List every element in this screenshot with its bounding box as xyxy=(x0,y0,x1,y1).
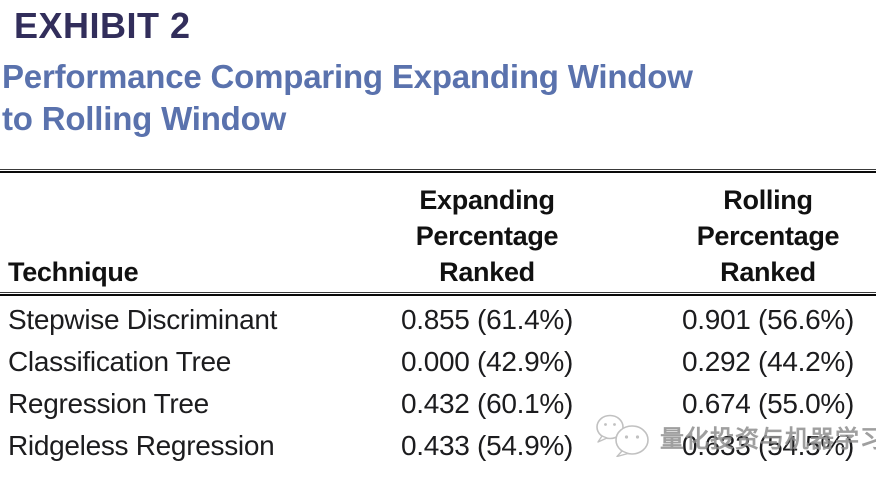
table-header-rule xyxy=(0,292,876,296)
exhibit-title-line-2: to Rolling Window xyxy=(2,100,287,137)
cell-rolling-value: 0.633 (54.5%) xyxy=(682,430,854,461)
cell-expanding-value: 0.433 (54.9%) xyxy=(401,430,573,461)
table-row: Classification Tree 0.000 (42.9%) 0.292 … xyxy=(8,341,876,383)
exhibit-title: Performance Comparing Expanding Window t… xyxy=(2,56,693,140)
table-row: Regression Tree 0.432 (60.1%) 0.674 (55.… xyxy=(8,383,876,425)
column-header-rolling: Rolling Percentage Ranked xyxy=(660,182,876,291)
cell-technique: Regression Tree xyxy=(8,388,209,419)
column-header-expanding: Expanding Percentage Ranked xyxy=(314,182,660,291)
cell-rolling-value: 0.674 (55.0%) xyxy=(682,388,854,419)
table-row: Stepwise Discriminant 0.855 (61.4%) 0.90… xyxy=(8,299,876,341)
exhibit-label: EXHIBIT 2 xyxy=(14,5,191,46)
cell-technique: Stepwise Discriminant xyxy=(8,304,278,335)
table-header-row: Technique Expanding Percentage Ranked Ro… xyxy=(8,182,876,291)
cell-rolling-value: 0.901 (56.6%) xyxy=(682,304,854,335)
cell-rolling-value: 0.292 (44.2%) xyxy=(682,346,854,377)
column-header-rolling-line-2: Percentage xyxy=(696,221,840,251)
table-body: Stepwise Discriminant 0.855 (61.4%) 0.90… xyxy=(0,299,876,467)
table-top-rule xyxy=(0,169,876,173)
column-header-expanding-line-3: Ranked xyxy=(439,257,535,287)
column-header-technique: Technique xyxy=(8,257,139,287)
column-header-rolling-line-3: Ranked xyxy=(720,257,816,287)
cell-expanding-value: 0.432 (60.1%) xyxy=(401,388,573,419)
column-header-expanding-line-2: Percentage xyxy=(415,221,559,251)
cell-technique: Classification Tree xyxy=(8,346,232,377)
cell-expanding-value: 0.000 (42.9%) xyxy=(401,346,573,377)
column-header-rolling-line-1: Rolling xyxy=(723,185,813,215)
cell-expanding-value: 0.855 (61.4%) xyxy=(401,304,573,335)
exhibit-title-line-1: Performance Comparing Expanding Window xyxy=(2,58,693,95)
column-header-expanding-line-1: Expanding xyxy=(419,185,555,215)
table-row: Ridgeless Regression 0.433 (54.9%) 0.633… xyxy=(8,425,876,467)
cell-technique: Ridgeless Regression xyxy=(8,430,275,461)
